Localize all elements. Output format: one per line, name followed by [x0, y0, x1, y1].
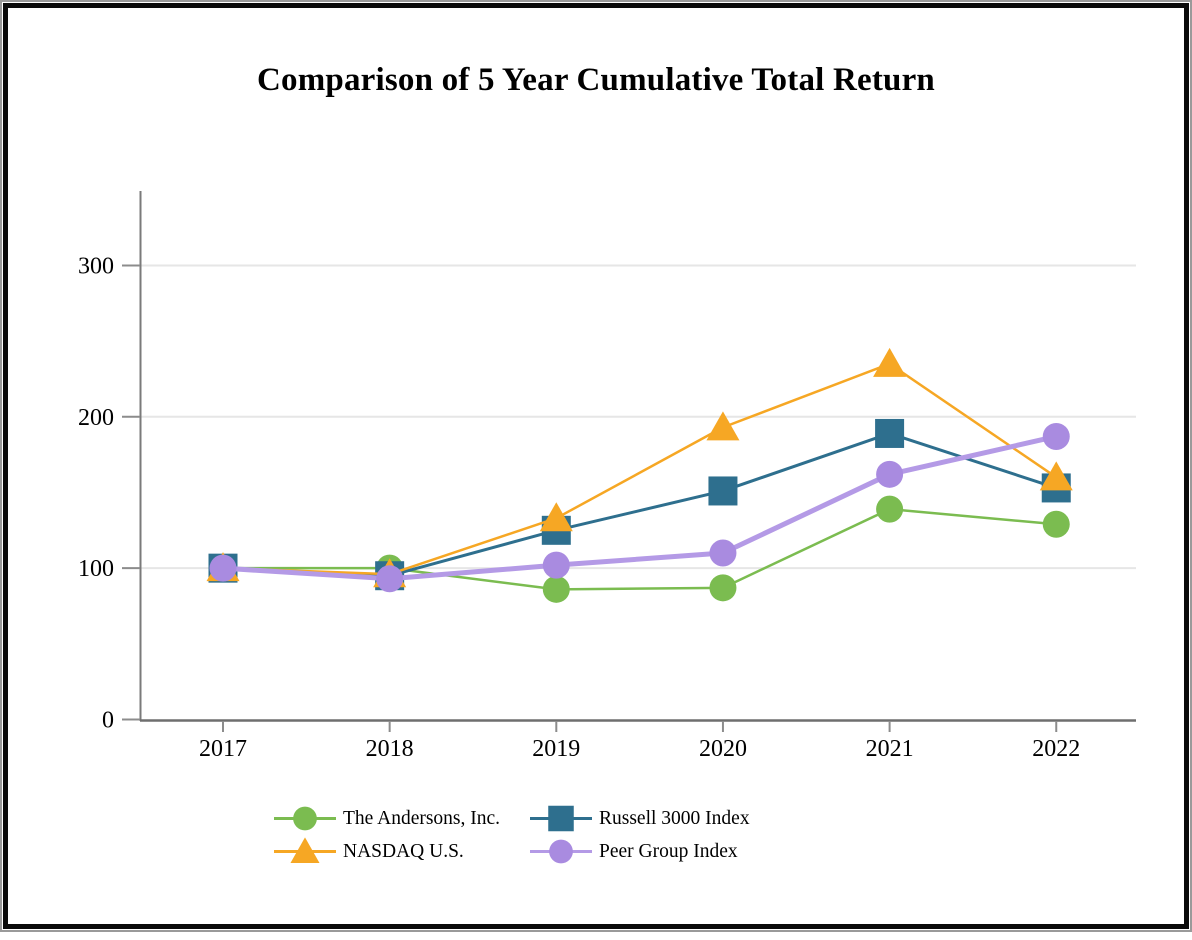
- series-line: [223, 507, 1057, 591]
- x-tick-label: 2020: [699, 736, 747, 762]
- legend-item-andersons: The Andersons, Inc.: [274, 802, 530, 835]
- data-point-marker: [875, 418, 905, 448]
- circle-legend-icon: [530, 839, 592, 864]
- data-point-marker: [548, 805, 574, 832]
- data-point-marker: [706, 411, 740, 441]
- legend-marker: [530, 802, 592, 835]
- data-point-marker: [876, 495, 904, 523]
- y-tick-label: 100: [78, 556, 114, 582]
- legend: The Andersons, Inc. Russell 3000 Index N…: [274, 802, 750, 868]
- x-tick-label: 2022: [1032, 736, 1080, 762]
- data-point-marker: [542, 575, 570, 603]
- data-point-marker: [708, 476, 738, 506]
- data-point-marker: [542, 551, 570, 579]
- data-point-marker: [1042, 422, 1070, 450]
- legend-label: Peer Group Index: [599, 840, 738, 862]
- data-point-marker: [873, 347, 907, 377]
- y-tick-label: 0: [102, 708, 114, 734]
- data-point-marker: [539, 502, 573, 532]
- data-point-marker: [1039, 461, 1073, 491]
- square-legend-icon: [530, 805, 592, 832]
- series-peer-group-index: [209, 422, 1070, 593]
- series-line: [222, 431, 1057, 578]
- x-tick-label: 2017: [199, 736, 247, 762]
- data-point-marker: [376, 565, 404, 593]
- circle-legend-icon: [274, 806, 336, 831]
- legend-item-nasdaq: NASDAQ U.S.: [274, 835, 530, 868]
- data-point-marker: [290, 837, 320, 863]
- triangle-legend-icon: [274, 837, 336, 863]
- chart-frame: Comparison of 5 Year Cumulative Total Re…: [3, 3, 1189, 929]
- data-point-marker: [1042, 510, 1070, 538]
- series-line: [222, 362, 1057, 576]
- chart-title: Comparison of 5 Year Cumulative Total Re…: [257, 62, 935, 98]
- legend-item-peer-group: Peer Group Index: [530, 835, 750, 868]
- series-line: [222, 434, 1057, 582]
- data-point-marker: [209, 554, 237, 582]
- legend-marker: [274, 802, 336, 835]
- data-point-marker: [549, 839, 573, 864]
- series-russell-3000-index: [208, 418, 1071, 591]
- legend-marker: [530, 835, 592, 868]
- data-point-marker: [709, 574, 737, 602]
- series-nasdaq-u-s-: [206, 347, 1073, 588]
- data-point-marker: [876, 460, 904, 488]
- y-tick-label: 300: [78, 253, 114, 279]
- legend-item-russell: Russell 3000 Index: [530, 802, 750, 835]
- line-chart: 0 100 200 300 2017 2018 2019 2020 2021 2022: [78, 191, 1136, 762]
- x-tick-label: 2019: [532, 736, 580, 762]
- legend-label: NASDAQ U.S.: [343, 840, 464, 862]
- legend-label: Russell 3000 Index: [599, 807, 750, 829]
- y-tick-label: 200: [78, 405, 114, 431]
- legend-marker: [274, 835, 336, 868]
- legend-label: The Andersons, Inc.: [343, 807, 501, 829]
- data-point-marker: [709, 539, 737, 567]
- data-point-marker: [293, 806, 317, 831]
- x-tick-label: 2021: [866, 736, 914, 762]
- x-tick-label: 2018: [366, 736, 414, 762]
